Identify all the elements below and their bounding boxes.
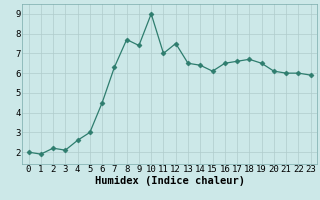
X-axis label: Humidex (Indice chaleur): Humidex (Indice chaleur) — [95, 176, 244, 186]
